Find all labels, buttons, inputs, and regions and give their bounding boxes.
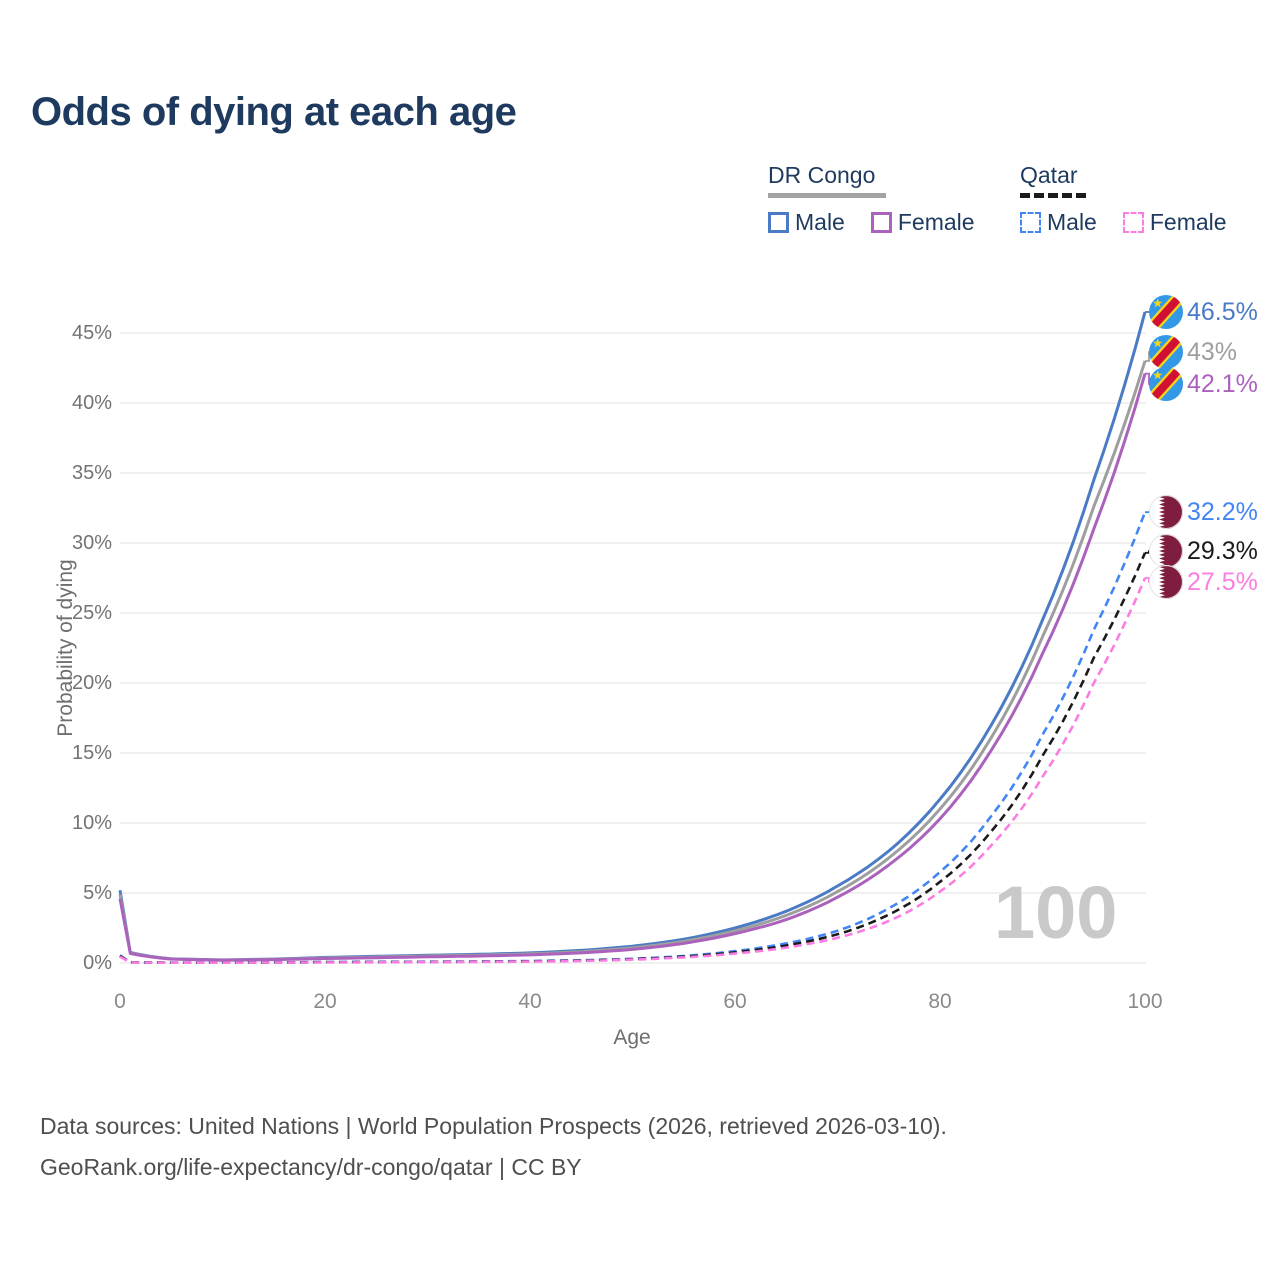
y-tick-label: 15% xyxy=(71,742,112,764)
legend-group-dr-congo: DR Congo Male Female xyxy=(768,162,1001,236)
x-tick-label: 100 xyxy=(1127,990,1163,1013)
legend-rule-dr-congo xyxy=(768,193,886,198)
end-label-value: 42.1% xyxy=(1187,369,1258,398)
series-line-dr-congo-male xyxy=(118,311,1147,962)
legend-item-dr-congo-female[interactable]: Female xyxy=(870,209,975,236)
end-label-value: 29.3% xyxy=(1187,536,1258,565)
legend-group-title: DR Congo xyxy=(768,162,876,188)
dr-congo-flag-icon xyxy=(1149,367,1183,401)
x-axis-title: Age xyxy=(613,1026,651,1049)
legend-swatch-icon xyxy=(768,212,789,233)
y-tick-label: 0% xyxy=(83,952,112,974)
legend-group-title: Qatar xyxy=(1020,162,1078,188)
legend-swatch-icon xyxy=(1122,212,1144,233)
y-tick-label: 30% xyxy=(71,532,112,554)
y-tick-label: 35% xyxy=(71,462,112,484)
source-url-line: GeoRank.org/life-expectancy/dr-congo/qat… xyxy=(40,1154,582,1180)
legend-item-label: Male xyxy=(1047,209,1097,235)
qatar-flag-icon xyxy=(1149,565,1183,599)
y-tick-label: 5% xyxy=(83,882,112,904)
age-watermark: 100 xyxy=(994,871,1118,954)
legend-group-qatar: Qatar Male Female xyxy=(1020,162,1253,236)
end-label-dr-congo-both: 43% xyxy=(1149,335,1237,369)
end-label-value: 43% xyxy=(1187,337,1238,366)
page-title: Odds of dying at each age xyxy=(31,90,517,134)
y-tick-label: 10% xyxy=(71,812,112,834)
end-label-value: 46.5% xyxy=(1187,297,1258,326)
end-label-value: 32.2% xyxy=(1187,497,1258,526)
x-tick-label: 80 xyxy=(928,990,952,1013)
legend-rule-qatar xyxy=(1020,193,1086,198)
series-line-qatar-both-sexes xyxy=(119,552,1147,964)
end-label-dr-congo-female: 42.1% xyxy=(1149,367,1258,401)
end-label-value: 27.5% xyxy=(1187,567,1258,596)
x-tick-label: 0 xyxy=(114,990,126,1013)
legend-item-qatar-male[interactable]: Male xyxy=(1020,209,1097,236)
qatar-flag-icon xyxy=(1149,495,1183,529)
series-line-dr-congo-female xyxy=(118,373,1147,962)
end-label-qatar-male: 32.2% xyxy=(1149,495,1258,529)
end-label-qatar-female: 27.5% xyxy=(1149,565,1258,599)
footer-attribution: Data sources: United Nations | World Pop… xyxy=(40,1106,947,1188)
end-label-dr-congo-male: 46.5% xyxy=(1149,295,1258,329)
legend-item-label: Male xyxy=(795,209,845,235)
y-tick-label: 45% xyxy=(71,322,112,344)
legend-item-dr-congo-male[interactable]: Male xyxy=(768,209,845,236)
legend-item-label: Female xyxy=(897,209,975,235)
series-line-dr-congo-both-sexes xyxy=(118,360,1147,962)
legend-swatch-icon xyxy=(1020,212,1041,233)
y-tick-label: 25% xyxy=(71,602,112,624)
x-tick-label: 20 xyxy=(313,990,337,1013)
end-label-qatar-both: 29.3% xyxy=(1149,534,1258,568)
legend-item-label: Female xyxy=(1149,209,1227,235)
qatar-flag-icon xyxy=(1149,534,1183,568)
y-tick-label: 20% xyxy=(71,672,112,694)
x-tick-label: 60 xyxy=(723,990,747,1013)
data-sources-line: Data sources: United Nations | World Pop… xyxy=(40,1113,947,1139)
x-tick-label: 40 xyxy=(518,990,542,1013)
legend-swatch-icon xyxy=(870,212,892,233)
legend-item-qatar-female[interactable]: Female xyxy=(1122,209,1227,236)
dr-congo-flag-icon xyxy=(1149,335,1183,369)
dr-congo-flag-icon xyxy=(1149,295,1183,329)
series-line-qatar-female xyxy=(119,577,1147,964)
y-tick-label: 40% xyxy=(71,392,112,414)
